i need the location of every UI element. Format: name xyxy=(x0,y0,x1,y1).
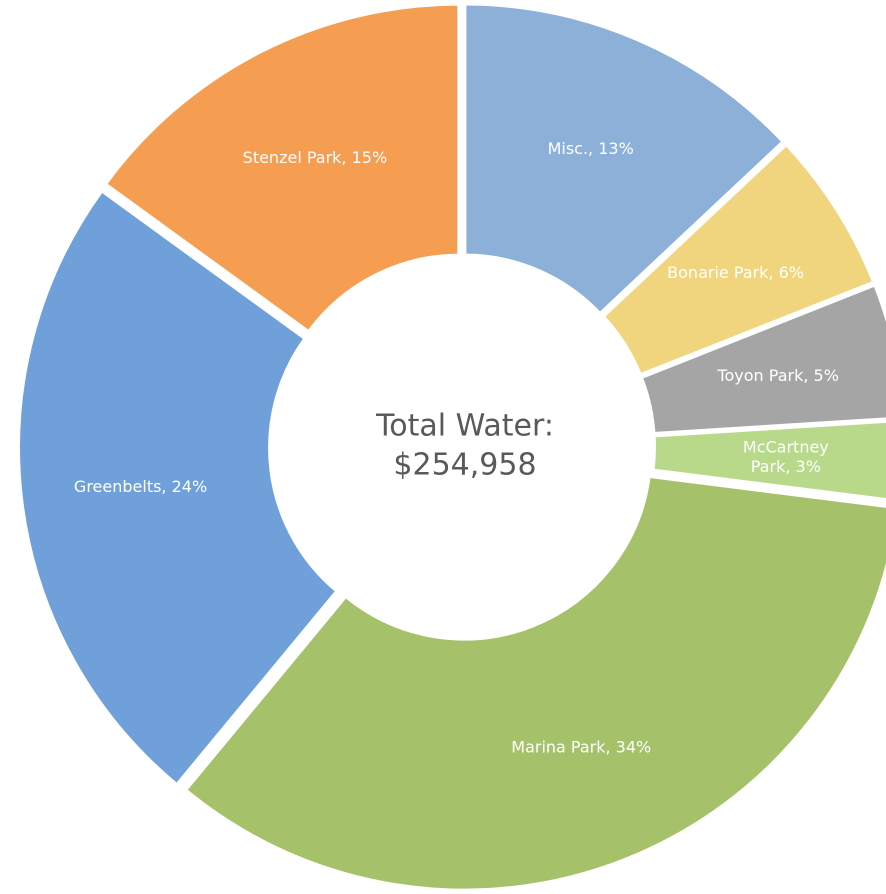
center-label: $254,958 xyxy=(393,448,536,483)
data-label: Bonarie Park, 6% xyxy=(667,263,804,282)
data-label: Misc., 13% xyxy=(548,139,634,158)
center-label: Total Water: xyxy=(375,409,554,444)
data-label: Marina Park, 34% xyxy=(511,738,651,757)
data-label: Stenzel Park, 15% xyxy=(243,148,388,167)
donut-segment xyxy=(182,473,886,893)
data-label: Toyon Park, 5% xyxy=(716,366,838,385)
data-label: Greenbelts, 24% xyxy=(74,477,207,496)
donut-segment xyxy=(462,1,787,317)
donut-segment xyxy=(638,281,886,437)
donut-segment xyxy=(599,141,877,378)
donut-segment xyxy=(650,418,886,503)
data-label: McCartney Park, 3% xyxy=(743,437,829,475)
donut-segment xyxy=(16,187,341,789)
donut-segment xyxy=(102,1,462,336)
